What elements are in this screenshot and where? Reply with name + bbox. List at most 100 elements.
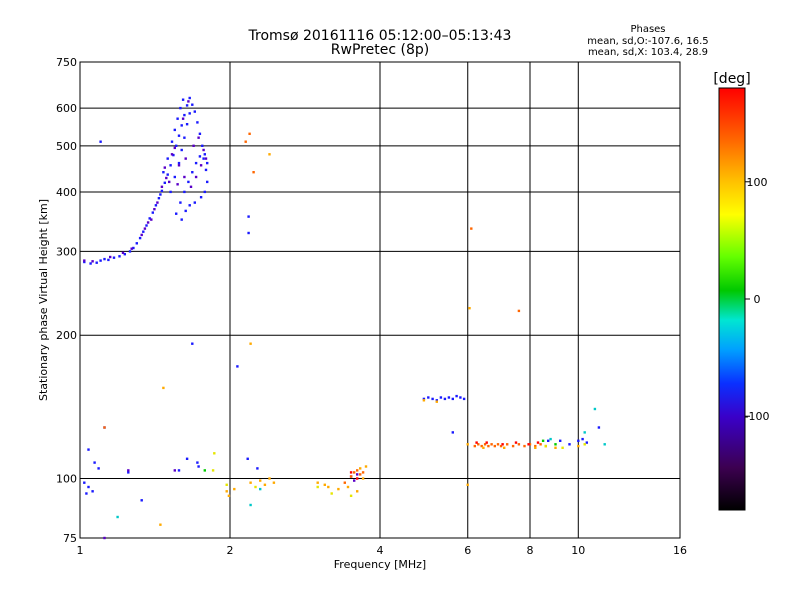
colorbar-tick-label: 0 [754,293,761,306]
y-tick-label: 200 [56,329,77,342]
x-tick-label: 8 [527,544,534,557]
data-point [443,397,447,401]
data-point [191,342,194,345]
data-point [180,148,183,152]
data-point [506,443,509,446]
data-point [87,448,90,451]
data-point [514,441,518,444]
data-point [534,444,537,448]
data-point [568,443,571,446]
data-point [183,190,186,194]
data-point [356,473,359,476]
data-point [439,396,443,399]
data-point [431,397,434,401]
data-point [183,136,186,139]
y-axis-label: Stationary phase Virtual Height [km] [37,199,50,401]
data-point [473,444,476,448]
data-point [327,485,330,489]
data-point [544,444,547,448]
data-point [184,209,187,213]
data-point [123,253,126,256]
data-point [468,307,471,310]
data-point [177,164,181,167]
data-point [482,446,485,449]
data-point [201,144,204,147]
data-point [455,394,458,398]
data-point [451,397,454,401]
data-point [179,106,182,110]
data-point [175,144,178,147]
data-point [181,117,185,120]
data-point [153,208,156,211]
data-point [213,452,216,455]
data-point [203,153,206,156]
chart-title: Tromsø 20161116 05:12:00–05:13:43 [248,28,512,44]
data-point [249,481,252,484]
data-point [185,457,189,460]
data-point [91,490,94,493]
data-point [197,465,200,468]
data-point [91,260,94,263]
data-point [203,469,206,472]
data-point [541,439,545,442]
data-point [162,386,165,390]
data-point [160,189,164,193]
data-point [225,490,228,493]
data-point [196,121,199,124]
data-point [181,98,185,101]
data-point [503,446,506,449]
data-point [202,157,205,160]
data-point [193,110,196,113]
data-point [127,471,130,474]
data-point [268,153,271,156]
data-point [199,196,203,199]
data-point [170,153,174,156]
data-point [254,485,257,489]
data-point [176,183,179,186]
data-point [247,231,250,235]
data-point [435,400,438,403]
data-point [227,494,231,497]
data-point [483,443,487,446]
data-point [189,185,193,188]
data-point [176,117,179,120]
data-point [272,481,276,484]
data-point [459,396,462,399]
data-point [143,227,147,230]
data-point [132,246,135,250]
data-point [603,443,606,446]
x-tick-label: 6 [464,544,471,557]
data-point [539,443,542,446]
data-point [148,217,151,220]
data-point [256,467,259,470]
data-point [206,180,209,184]
data-point [447,396,451,399]
data-point [536,441,540,444]
data-point [135,242,138,245]
data-point [140,499,143,502]
data-point [236,365,239,368]
data-point [511,444,515,448]
colorbar-ticks: 100 0 -100 [745,176,770,423]
data-point [187,180,190,184]
data-point [166,173,169,176]
data-point [259,487,262,491]
data-point [501,443,504,446]
data-point [99,140,102,143]
data-point [146,221,150,224]
data-point [191,103,194,106]
data-point [128,250,132,253]
phase-stats-o: mean, sd,O:-107.6, 16.5 [587,36,708,47]
colorbar-tick-label: -100 [745,410,770,423]
data-point [177,134,181,137]
y-tick-label: 75 [63,532,77,545]
data-point [435,399,438,402]
data-point [493,444,496,448]
data-point [99,259,102,262]
data-point [316,485,319,489]
data-point [198,155,202,158]
chart-subtitle: RwPretec (8p) [331,42,429,58]
data-point [554,446,557,449]
data-point [211,469,215,472]
data-point [527,443,530,446]
